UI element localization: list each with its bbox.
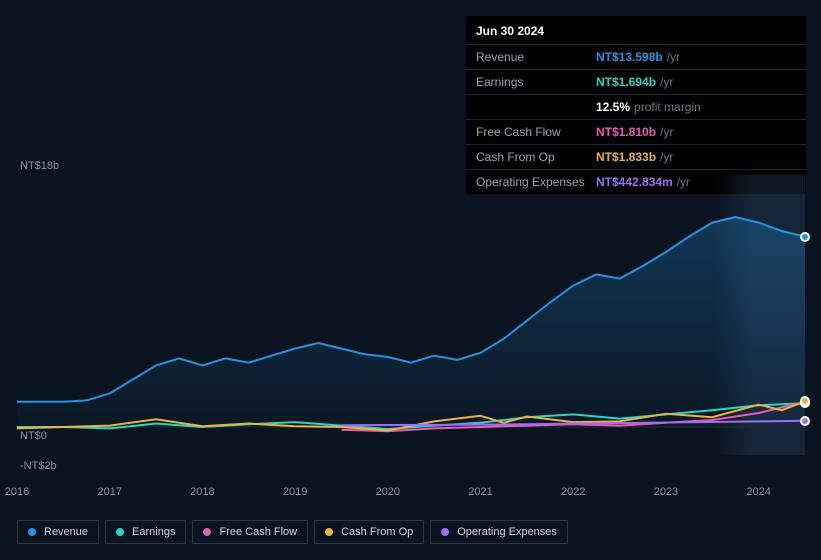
x-axis-label: 2019 [283, 486, 307, 498]
legend-label: Free Cash Flow [219, 526, 297, 538]
tooltip-row-label: Cash From Op [476, 149, 596, 165]
x-axis-label: 2020 [376, 486, 400, 498]
legend-item-cash-from-op[interactable]: Cash From Op [314, 520, 424, 544]
tooltip-row-value: NT$1.694b [596, 74, 656, 90]
y-axis-label: NT$18b [20, 160, 59, 172]
tooltip-row-label: Free Cash Flow [476, 124, 596, 140]
legend-swatch [325, 528, 333, 536]
tooltip-date: Jun 30 2024 [466, 16, 806, 44]
financials-line-chart [17, 175, 805, 455]
tooltip-row-label: Revenue [476, 49, 596, 65]
tooltip-row-value: 12.5% [596, 99, 630, 115]
tooltip-row-value: NT$1.810b [596, 124, 656, 140]
x-axis-label: 2021 [468, 486, 492, 498]
legend-label: Cash From Op [341, 526, 413, 538]
tooltip-row-value: NT$1.833b [596, 149, 656, 165]
tooltip-row-suffix: /yr [660, 74, 673, 90]
x-axis-label: 2017 [97, 486, 121, 498]
tooltip-row-suffix: /yr [660, 149, 673, 165]
tooltip-row: Cash From OpNT$1.833b/yr [466, 144, 806, 169]
legend-label: Revenue [44, 526, 88, 538]
x-axis-label: 2022 [561, 486, 585, 498]
tooltip-row-label [476, 99, 596, 115]
y-axis-label: -NT$2b [20, 460, 57, 472]
x-axis-label: 2016 [5, 486, 29, 498]
legend-swatch [203, 528, 211, 536]
tooltip-row-suffix: /yr [667, 49, 680, 65]
x-axis-label: 2024 [746, 486, 770, 498]
x-axis-label: 2018 [190, 486, 214, 498]
series-end-marker [800, 416, 810, 426]
tooltip-row-suffix: /yr [660, 124, 673, 140]
legend-item-operating-expenses[interactable]: Operating Expenses [430, 520, 568, 544]
chart-tooltip: Jun 30 2024 RevenueNT$13.598b/yrEarnings… [466, 16, 806, 194]
tooltip-row-value: NT$13.598b [596, 49, 663, 65]
legend-label: Earnings [132, 526, 175, 538]
legend-swatch [116, 528, 124, 536]
tooltip-row: EarningsNT$1.694b/yr [466, 69, 806, 94]
legend-item-earnings[interactable]: Earnings [105, 520, 186, 544]
legend-item-free-cash-flow[interactable]: Free Cash Flow [192, 520, 308, 544]
series-end-marker [800, 396, 810, 406]
legend-item-revenue[interactable]: Revenue [17, 520, 99, 544]
tooltip-row-suffix: profit margin [634, 99, 701, 115]
legend-swatch [441, 528, 449, 536]
tooltip-row: 12.5%profit margin [466, 94, 806, 119]
tooltip-row-label: Earnings [476, 74, 596, 90]
tooltip-row: RevenueNT$13.598b/yr [466, 44, 806, 69]
tooltip-row: Free Cash FlowNT$1.810b/yr [466, 119, 806, 144]
chart-legend: Revenue Earnings Free Cash Flow Cash From O… [17, 520, 568, 544]
legend-label: Operating Expenses [457, 526, 557, 538]
x-axis-label: 2023 [654, 486, 678, 498]
series-end-marker [800, 232, 810, 242]
legend-swatch [28, 528, 36, 536]
